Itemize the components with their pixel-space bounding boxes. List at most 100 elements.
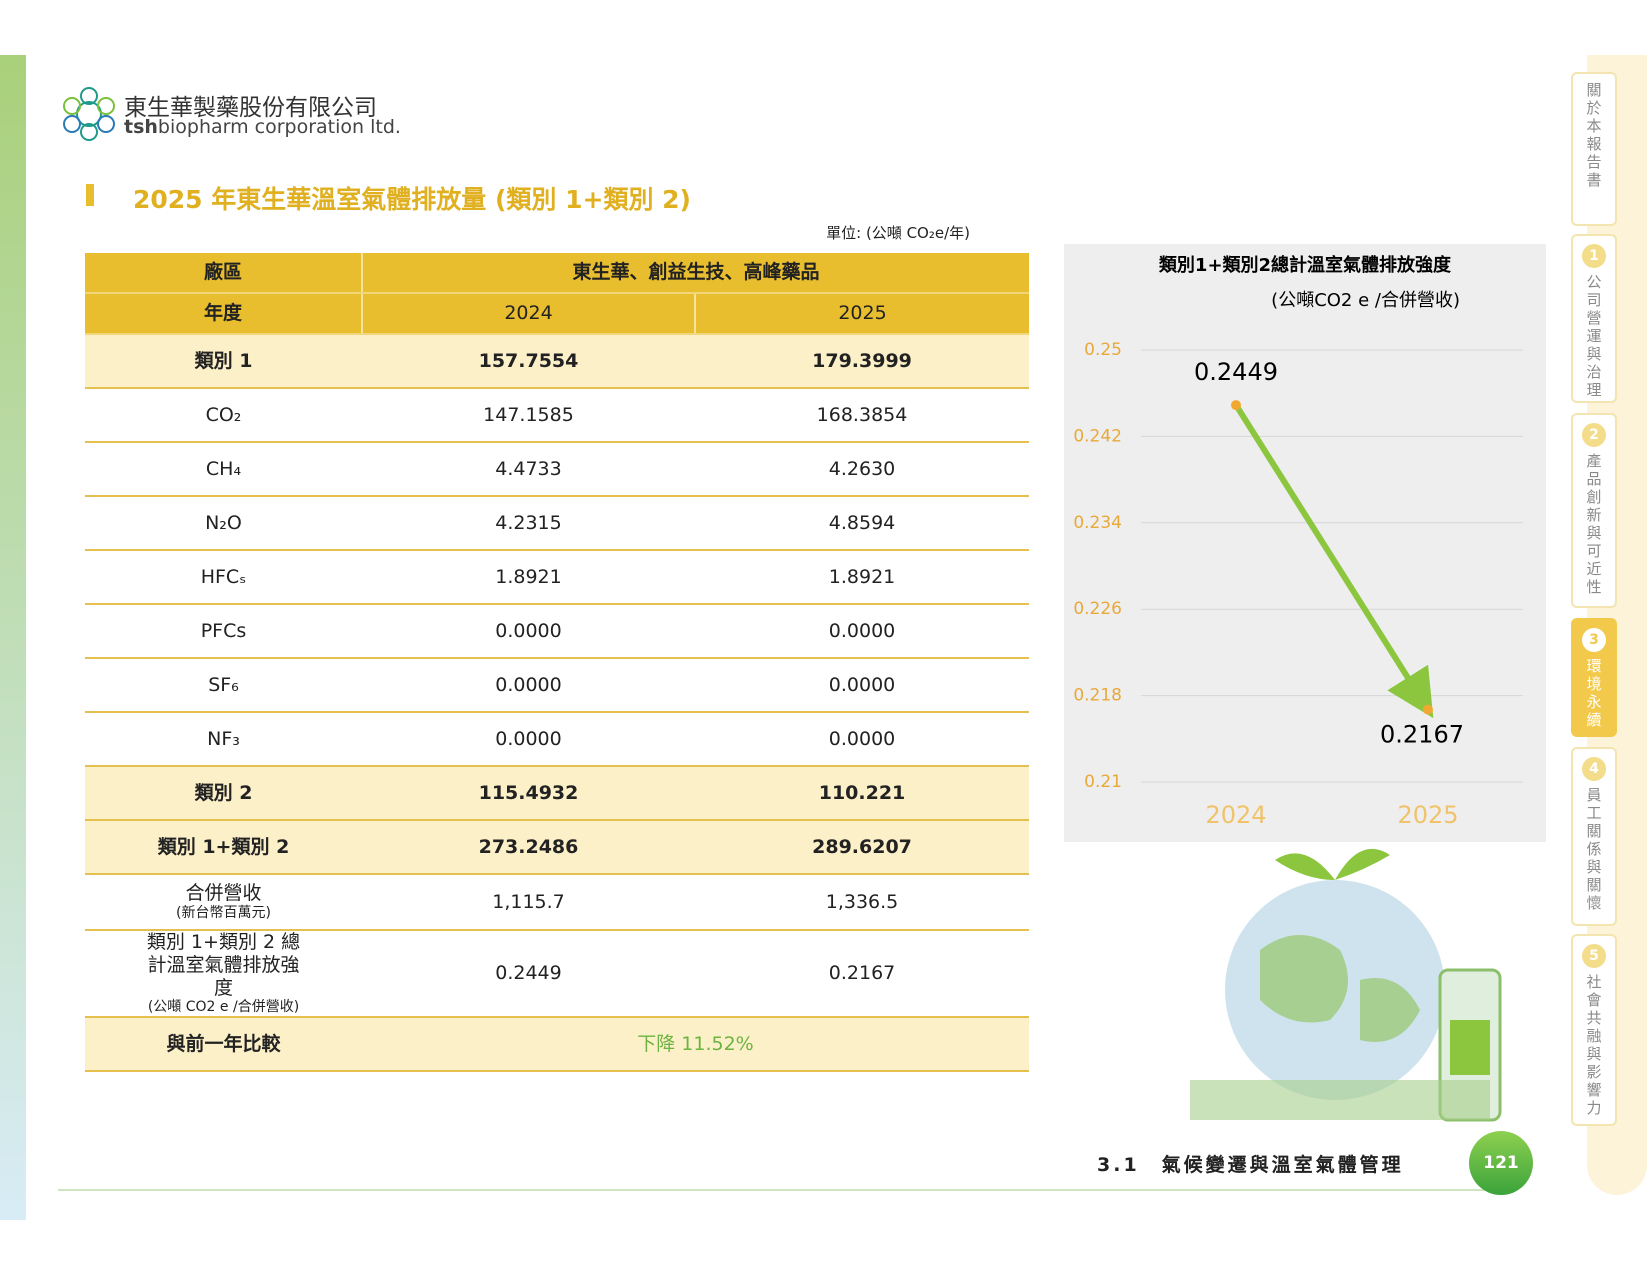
table-row: 類別 2 115.4932 110.221	[85, 766, 1030, 821]
value-cell: 157.7554	[362, 334, 695, 389]
table-row: CH₄ 4.4733 4.2630	[85, 442, 1030, 497]
value-cell: 0.0000	[695, 604, 1030, 659]
row-label: 類別 2	[85, 766, 362, 821]
row-label-text: HFCₛ	[200, 565, 247, 588]
row-label-text: 類別 1	[194, 349, 253, 372]
row-label-text: N₂O	[205, 511, 242, 534]
header-cell: 2025	[693, 293, 1030, 335]
row-label: 類別 1	[85, 334, 362, 389]
table-row: SF₆ 0.0000 0.0000	[85, 658, 1030, 713]
value-cell: 4.4733	[362, 442, 695, 497]
x-tick-label: 2025	[1397, 801, 1458, 829]
table-row: 類別 1 157.7554 179.3999	[85, 334, 1030, 389]
tab-number: 3	[1582, 628, 1606, 652]
page-title: 2025 年東生華溫室氣體排放量 (類別 1+類別 2)	[133, 185, 691, 214]
brand-zh: 東生華製藥股份有限公司	[124, 95, 377, 121]
tab-number: 4	[1582, 757, 1606, 781]
header-cell: 2024	[361, 293, 695, 335]
row-label-text: 類別 1+類別 2	[157, 835, 290, 858]
chart-panel	[1064, 244, 1546, 842]
row-label: HFCₛ	[85, 550, 362, 605]
value-cell: 0.0000	[695, 658, 1030, 713]
comparison-value: 下降 11.52%	[362, 1017, 1030, 1073]
row-label: CO₂	[85, 388, 362, 443]
y-tick-label: 0.21	[1084, 772, 1122, 792]
header-row: 廠區 東生華、創益生技、高峰藥品	[85, 253, 1030, 294]
data-label: 0.2167	[1380, 721, 1464, 749]
unit: 單位: (公噸 CO₂e/年)	[826, 224, 970, 242]
row-label-text: CO₂	[205, 403, 242, 426]
table-row: PFCs 0.0000 0.0000	[85, 604, 1030, 659]
data-label: 0.2449	[1194, 358, 1278, 386]
y-tick-label: 0.25	[1084, 340, 1122, 360]
sidebar-tab: 3 環境永續	[1571, 618, 1617, 737]
row-label-text: PFCs	[200, 619, 247, 642]
page-number: 121	[1469, 1131, 1533, 1195]
chart-subtitle: (公噸CO2 e /合併營收)	[1271, 290, 1460, 311]
chart-title: 類別1+類別2總計溫室氣體排放強度	[1158, 254, 1452, 276]
row-label: N₂O	[85, 496, 362, 551]
illustration	[1190, 848, 1502, 1122]
tab-label: 產品創新與可近性	[1584, 453, 1603, 597]
value-cell: 1.8921	[362, 550, 695, 605]
row-label: NF₃	[85, 712, 362, 767]
chart: 類別1+類別2總計溫室氣體排放強度 (公噸CO2 e /合併營收) 0.21 0.…	[1073, 254, 1523, 829]
comparison-row: 與前一年比較 下降 11.52%	[85, 1017, 1030, 1073]
table-row: N₂O 4.2315 4.8594	[85, 496, 1030, 551]
value-cell: 273.2486	[362, 820, 695, 875]
value-cell: 115.4932	[362, 766, 695, 821]
table-row: 合併營收 (新台幣百萬元) 1,115.7 1,336.5	[85, 874, 1030, 931]
logo	[63, 87, 115, 141]
row-label: PFCs	[85, 604, 362, 659]
row-note: (新台幣百萬元)	[176, 905, 271, 921]
tab-number: 5	[1582, 944, 1606, 968]
table-row: NF₃ 0.0000 0.0000	[85, 712, 1030, 767]
header-cell: 廠區	[85, 253, 362, 294]
value-cell: 4.8594	[695, 496, 1030, 551]
tab-label: 關於本報告書	[1584, 82, 1603, 190]
tab-label: 環境永續	[1584, 658, 1603, 730]
tab-number: 2	[1582, 423, 1606, 447]
data-point	[1423, 704, 1433, 715]
section-name: 3.1 氣候變遷與溫室氣體管理	[1097, 1154, 1404, 1176]
y-tick-label: 0.218	[1073, 686, 1122, 706]
row-label-text: SF₆	[208, 673, 239, 696]
value-cell: 110.221	[695, 766, 1030, 821]
row-label: 類別 1+類別 2	[85, 820, 362, 875]
sidebar-tab: 2 產品創新與可近性	[1571, 413, 1617, 608]
row-label-text: 合併營收	[185, 882, 262, 905]
x-tick-label: 2024	[1205, 801, 1266, 829]
sidebar-tab: 關於本報告書	[1571, 72, 1617, 226]
value-cell: 179.3999	[695, 334, 1030, 389]
tab-label: 員工關係與關懷	[1584, 787, 1603, 913]
data-point	[1231, 400, 1241, 411]
title-marker	[86, 184, 94, 206]
row-label-text: CH₄	[205, 457, 242, 480]
value-cell: 4.2630	[695, 442, 1030, 497]
brand-en-bold: tsh	[124, 116, 158, 138]
value-cell: 1,336.5	[695, 874, 1030, 931]
header-cell: 東生華、創益生技、高峰藥品	[360, 253, 1030, 294]
header-cell: 年度	[85, 293, 362, 335]
row-label: CH₄	[85, 442, 362, 497]
tab-label: 社會共融與影響力	[1584, 974, 1603, 1118]
footer-line	[58, 1189, 1505, 1191]
emission-table: 廠區 東生華、創益生技、高峰藥品 年度 2024 2025 類別 1 157.7554 179…	[85, 253, 1030, 1073]
sidebar-tab: 4 員工關係與關懷	[1571, 747, 1617, 926]
row-label: 合併營收 (新台幣百萬元)	[85, 874, 362, 931]
value-cell: 147.1585	[362, 388, 695, 443]
sidebar-tab: 1 公司營運與治理	[1571, 234, 1617, 403]
table-row: CO₂ 147.1585 168.3854	[85, 388, 1030, 443]
row-label: 類別 1+類別 2 總計溫室氣體排放強度 (公噸 CO2 e /合併營收)	[85, 930, 362, 1019]
value-cell: 0.0000	[362, 604, 695, 659]
row-label-text: NF₃	[207, 727, 240, 750]
brand-en: tshbiopharm corporation ltd.	[124, 116, 401, 138]
row-label-text: 類別 2	[194, 781, 253, 804]
row-label: SF₆	[85, 658, 362, 713]
value-cell: 289.6207	[695, 820, 1030, 875]
table-row: 類別 1+類別 2 總計溫室氣體排放強度 (公噸 CO2 e /合併營收) 0.24…	[85, 930, 1030, 1019]
table-row: HFCₛ 1.8921 1.8921	[85, 550, 1030, 605]
comparison-label: 與前一年比較	[85, 1017, 362, 1073]
value-cell: 0.2167	[695, 930, 1030, 1019]
